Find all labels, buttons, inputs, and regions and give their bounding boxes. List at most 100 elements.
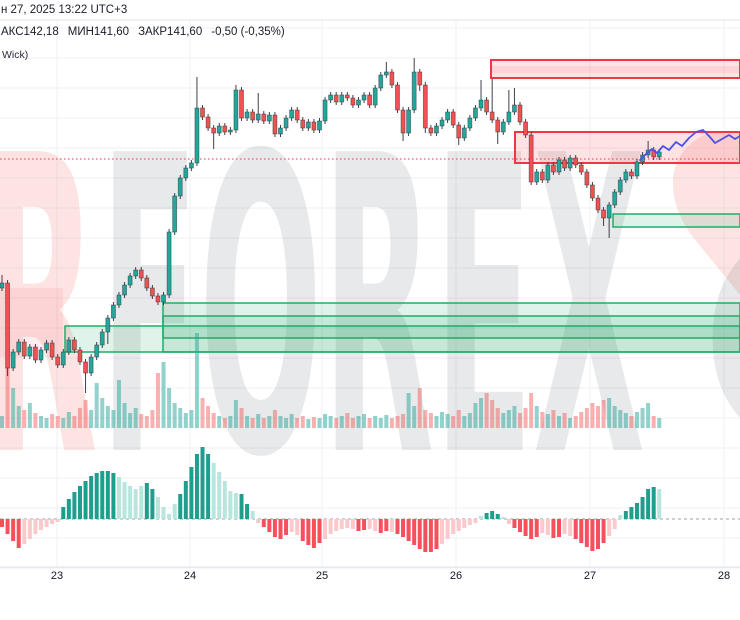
candle[interactable] (261, 113, 267, 122)
candle[interactable] (484, 99, 489, 113)
candle[interactable] (227, 129, 233, 133)
candle[interactable] (500, 121, 506, 133)
candle[interactable] (656, 151, 662, 158)
candle[interactable] (322, 99, 328, 122)
candle[interactable] (590, 184, 595, 199)
candle[interactable] (233, 89, 239, 131)
candle[interactable] (467, 117, 473, 129)
candle[interactable] (250, 111, 256, 121)
candle[interactable] (344, 94, 350, 99)
candle[interactable] (372, 87, 378, 106)
candle[interactable] (66, 339, 72, 353)
candle[interactable] (272, 114, 278, 135)
candle[interactable] (244, 111, 250, 119)
candle[interactable] (294, 109, 300, 121)
candle[interactable] (617, 179, 623, 193)
candle[interactable] (239, 89, 244, 119)
candle[interactable] (573, 157, 579, 166)
candle[interactable] (49, 342, 55, 358)
candle[interactable] (339, 94, 345, 103)
candle[interactable] (551, 164, 556, 173)
candle[interactable] (266, 114, 272, 122)
candle[interactable] (389, 71, 395, 86)
candle[interactable] (528, 134, 534, 183)
candle[interactable] (300, 119, 306, 129)
candle[interactable] (317, 120, 322, 131)
candle[interactable] (406, 109, 412, 134)
candle[interactable] (356, 99, 361, 106)
candle[interactable] (395, 84, 400, 111)
candle[interactable] (473, 107, 478, 119)
candle[interactable] (534, 171, 540, 183)
candle[interactable] (72, 339, 77, 351)
candle[interactable] (562, 159, 567, 169)
candle[interactable] (255, 113, 261, 121)
candle[interactable] (434, 125, 439, 134)
candle[interactable] (428, 127, 434, 134)
candle[interactable] (545, 164, 551, 181)
candle[interactable] (116, 294, 122, 306)
candle[interactable] (450, 111, 456, 126)
candle[interactable] (461, 127, 467, 139)
candle[interactable] (83, 361, 88, 374)
candle[interactable] (21, 341, 27, 357)
time-axis[interactable]: 23 24 25 26 27 28 (0, 570, 740, 588)
candle[interactable] (383, 71, 389, 76)
candle[interactable] (222, 125, 228, 133)
candle[interactable] (489, 111, 495, 121)
candle[interactable] (305, 121, 311, 129)
candle[interactable] (283, 117, 289, 129)
candle[interactable] (606, 204, 612, 219)
candle[interactable] (506, 111, 512, 123)
candle[interactable] (144, 277, 150, 289)
candle[interactable] (138, 269, 144, 279)
candle[interactable] (55, 356, 61, 366)
candle[interactable] (361, 94, 367, 101)
candle[interactable] (44, 342, 49, 351)
candle[interactable] (133, 269, 139, 277)
candle[interactable] (127, 275, 133, 286)
candle[interactable] (523, 121, 528, 136)
candle[interactable] (27, 346, 33, 357)
candle[interactable] (422, 84, 428, 129)
candle[interactable] (216, 125, 222, 134)
candle[interactable] (60, 351, 66, 366)
candle[interactable] (439, 119, 445, 127)
candle[interactable] (367, 94, 373, 106)
candle[interactable] (88, 356, 94, 374)
candle[interactable] (311, 121, 317, 131)
candle[interactable] (595, 197, 601, 211)
candle[interactable] (111, 304, 116, 319)
candle[interactable] (512, 104, 517, 113)
candle[interactable] (172, 195, 178, 233)
candles-layer[interactable] (0, 71, 662, 374)
candle[interactable] (99, 331, 105, 346)
candle[interactable] (629, 171, 634, 177)
candle[interactable] (33, 346, 38, 361)
candle[interactable] (205, 116, 211, 129)
candle[interactable] (634, 161, 640, 177)
candle[interactable] (183, 167, 189, 179)
candle[interactable] (578, 164, 584, 173)
candle[interactable] (350, 97, 356, 106)
candle[interactable] (161, 294, 166, 303)
candle[interactable] (478, 99, 484, 109)
candle[interactable] (517, 104, 523, 123)
candle[interactable] (105, 317, 111, 333)
candle[interactable] (94, 344, 100, 358)
candle[interactable] (166, 231, 172, 296)
candle[interactable] (289, 109, 295, 119)
candle[interactable] (0, 282, 5, 289)
candle[interactable] (5, 282, 10, 369)
candle[interactable] (194, 107, 200, 164)
candle[interactable] (177, 177, 183, 197)
candle[interactable] (456, 124, 462, 139)
candle[interactable] (623, 171, 629, 181)
candle[interactable] (584, 171, 590, 186)
candle[interactable] (188, 162, 194, 169)
candle[interactable] (378, 74, 384, 89)
candle[interactable] (495, 119, 501, 133)
candle[interactable] (38, 349, 44, 361)
candle[interactable] (411, 71, 417, 111)
candle[interactable] (556, 159, 562, 173)
